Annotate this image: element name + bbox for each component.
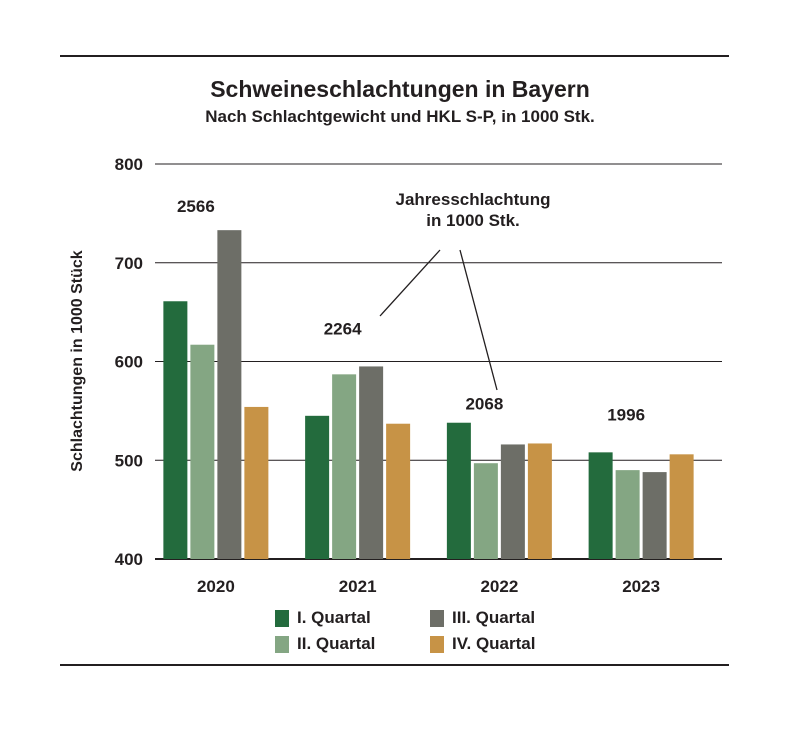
bar-2023-q2: [615, 470, 640, 559]
legend-swatch-q1: [275, 609, 289, 627]
legend-label-q2: II. Quartal: [297, 634, 376, 653]
bar-2020-q2: [190, 344, 215, 559]
y-tick-label: 600: [115, 353, 143, 372]
bar-2021-q4: [386, 423, 411, 559]
bar-2023-q1: [588, 452, 613, 559]
x-tick-label: 2021: [339, 577, 377, 596]
annotation-line2: in 1000 Stk.: [426, 211, 520, 230]
bar-2020-q3: [217, 230, 242, 559]
legend-label-q3: III. Quartal: [452, 608, 536, 627]
bar-2022-q3: [500, 444, 525, 559]
bar-2020-q1: [163, 301, 188, 559]
legend-label-q4: IV. Quartal: [452, 634, 536, 653]
bar-2022-q4: [527, 443, 552, 559]
y-tick-label: 400: [115, 550, 143, 569]
annual-total-label: 1996: [607, 405, 645, 424]
legend-item-q3: III. Quartal: [430, 608, 535, 628]
top-rule: [60, 55, 729, 57]
chart-subtitle: Nach Schlachtgewicht und HKL S-P, in 100…: [205, 107, 595, 126]
annotation-pointer-2022: [459, 249, 498, 391]
y-tick-label: 800: [115, 155, 143, 174]
y-axis-label: Schlachtungen in 1000 Stück: [69, 250, 86, 472]
legend-swatch-q4: [430, 635, 444, 653]
bar-2021-q1: [305, 415, 330, 559]
bottom-rule: [60, 664, 729, 666]
legend-swatch-q2: [275, 635, 289, 653]
bar-2022-q2: [473, 463, 498, 559]
legend-label-q1: I. Quartal: [297, 608, 371, 627]
bar-2023-q3: [642, 472, 667, 559]
x-tick-label: 2023: [622, 577, 660, 596]
legend-item-q2: II. Quartal: [275, 634, 375, 654]
bar-2022-q1: [446, 422, 471, 559]
legend-item-q1: I. Quartal: [275, 608, 371, 628]
x-tick-label: 2022: [480, 577, 518, 596]
bar-2023-q4: [669, 454, 694, 559]
bar-2020-q4: [244, 406, 269, 559]
legend-swatch-q3: [430, 609, 444, 627]
bar-2021-q2: [332, 374, 357, 559]
x-tick-label: 2020: [197, 577, 235, 596]
annual-total-label: 2566: [177, 197, 215, 216]
annual-total-label: 2068: [465, 395, 503, 414]
annotation-pointer-2021: [379, 249, 441, 317]
annual-total-label: 2264: [324, 319, 362, 338]
annotation-line1: Jahresschlachtung: [396, 190, 551, 209]
chart-title: Schweineschlachtungen in Bayern: [210, 76, 590, 102]
legend-item-q4: IV. Quartal: [430, 634, 535, 654]
bar-2021-q3: [359, 366, 384, 559]
y-tick-label: 500: [115, 451, 143, 470]
y-tick-label: 700: [115, 254, 143, 273]
